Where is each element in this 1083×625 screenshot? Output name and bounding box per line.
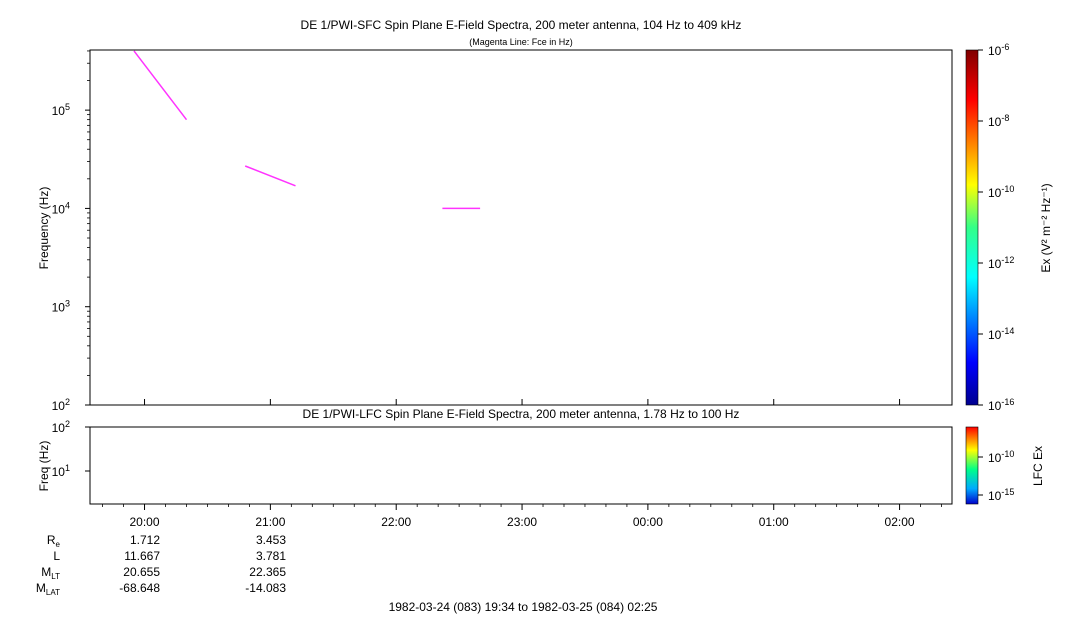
sfc-y-tick-label: 102 bbox=[52, 397, 70, 413]
sfc-colorbar-tick-label: 10-12 bbox=[988, 255, 1014, 271]
sfc-y-label: Frequency (Hz) bbox=[37, 187, 51, 270]
sfc-colorbar-tick-label: 10-10 bbox=[988, 184, 1014, 200]
x-tick-label: 20:00 bbox=[130, 515, 160, 529]
lfc-y-tick-label: 101 bbox=[52, 463, 70, 479]
time-range: 1982-03-24 (083) 19:34 to 1982-03-25 (08… bbox=[389, 600, 658, 614]
sfc-y-tick-label: 105 bbox=[52, 102, 70, 118]
ephemeris-label: L bbox=[53, 549, 60, 563]
x-tick-label: 23:00 bbox=[507, 515, 537, 529]
lfc-y-tick-label: 102 bbox=[52, 419, 70, 435]
ephemeris-value: -68.648 bbox=[119, 581, 160, 595]
lfc-colorbar-tick-label: 10-10 bbox=[988, 449, 1014, 465]
fce-segment-2 bbox=[244, 165, 296, 187]
sfc-y-tick-label: 103 bbox=[52, 299, 70, 315]
sfc-colorbar-tick-label: 10-8 bbox=[988, 113, 1009, 129]
lfc-colorbar bbox=[965, 426, 979, 505]
sfc-colorbar-ticks: 10-6 10-8 10-10 10-12 10-14 10-16 bbox=[978, 42, 1014, 413]
lfc-colorbar-label: LFC Ex bbox=[1031, 446, 1045, 486]
lfc-title: DE 1/PWI-LFC Spin Plane E-Field Spectra,… bbox=[303, 407, 740, 421]
sfc-colorbar-tick-label: 10-16 bbox=[988, 397, 1014, 413]
ephemeris-table: Re 1.712 3.453 L 11.667 3.781 MLT 20.655 22.365 M… bbox=[36, 533, 286, 597]
ephemeris-value: 20.655 bbox=[123, 565, 160, 579]
ephemeris-value: 11.667 bbox=[124, 549, 160, 563]
ephemeris-label: MLT bbox=[41, 565, 60, 581]
lfc-colorbar-tick-label: 10-15 bbox=[988, 487, 1014, 503]
fce-segment-1 bbox=[133, 50, 188, 121]
sfc-subtitle: (Magenta Line: Fce in Hz) bbox=[469, 37, 573, 47]
x-tick-label: 22:00 bbox=[381, 515, 411, 529]
lfc-colorbar-ticks: 10-10 10-15 bbox=[978, 449, 1014, 503]
x-tick-label: 00:00 bbox=[633, 515, 663, 529]
x-tick-label: 02:00 bbox=[885, 515, 915, 529]
sfc-colorbar bbox=[965, 49, 979, 406]
ephemeris-label: Re bbox=[47, 533, 61, 549]
ephemeris-value: 3.781 bbox=[256, 549, 286, 563]
sfc-title: DE 1/PWI-SFC Spin Plane E-Field Spectra,… bbox=[301, 18, 742, 32]
sfc-plot-frame bbox=[89, 49, 953, 406]
lfc-y-axis: 101 102 bbox=[52, 419, 90, 479]
ephemeris-value: -14.083 bbox=[245, 581, 286, 595]
x-tick-label: 01:00 bbox=[759, 515, 789, 529]
fce-line bbox=[133, 50, 481, 210]
sfc-colorbar-tick-label: 10-14 bbox=[988, 326, 1014, 342]
x-axis: 20:00 21:00 22:00 23:00 00:00 01:00 02:00 bbox=[102, 399, 942, 529]
ephemeris-value: 1.712 bbox=[130, 533, 160, 547]
sfc-colorbar-label: Ex (V² m⁻² Hz⁻¹) bbox=[1039, 183, 1053, 272]
ephemeris-value: 3.453 bbox=[256, 533, 286, 547]
sfc-colorbar-tick-label: 10-6 bbox=[988, 42, 1009, 58]
ephemeris-label: MLAT bbox=[36, 581, 60, 597]
ephemeris-value: 22.365 bbox=[249, 565, 286, 579]
x-tick-label: 21:00 bbox=[255, 515, 285, 529]
lfc-y-label: Freq (Hz) bbox=[37, 441, 51, 492]
lfc-plot-frame bbox=[89, 426, 953, 505]
sfc-y-axis: 102 103 104 105 bbox=[52, 50, 90, 413]
sfc-y-tick-label: 104 bbox=[52, 200, 70, 216]
